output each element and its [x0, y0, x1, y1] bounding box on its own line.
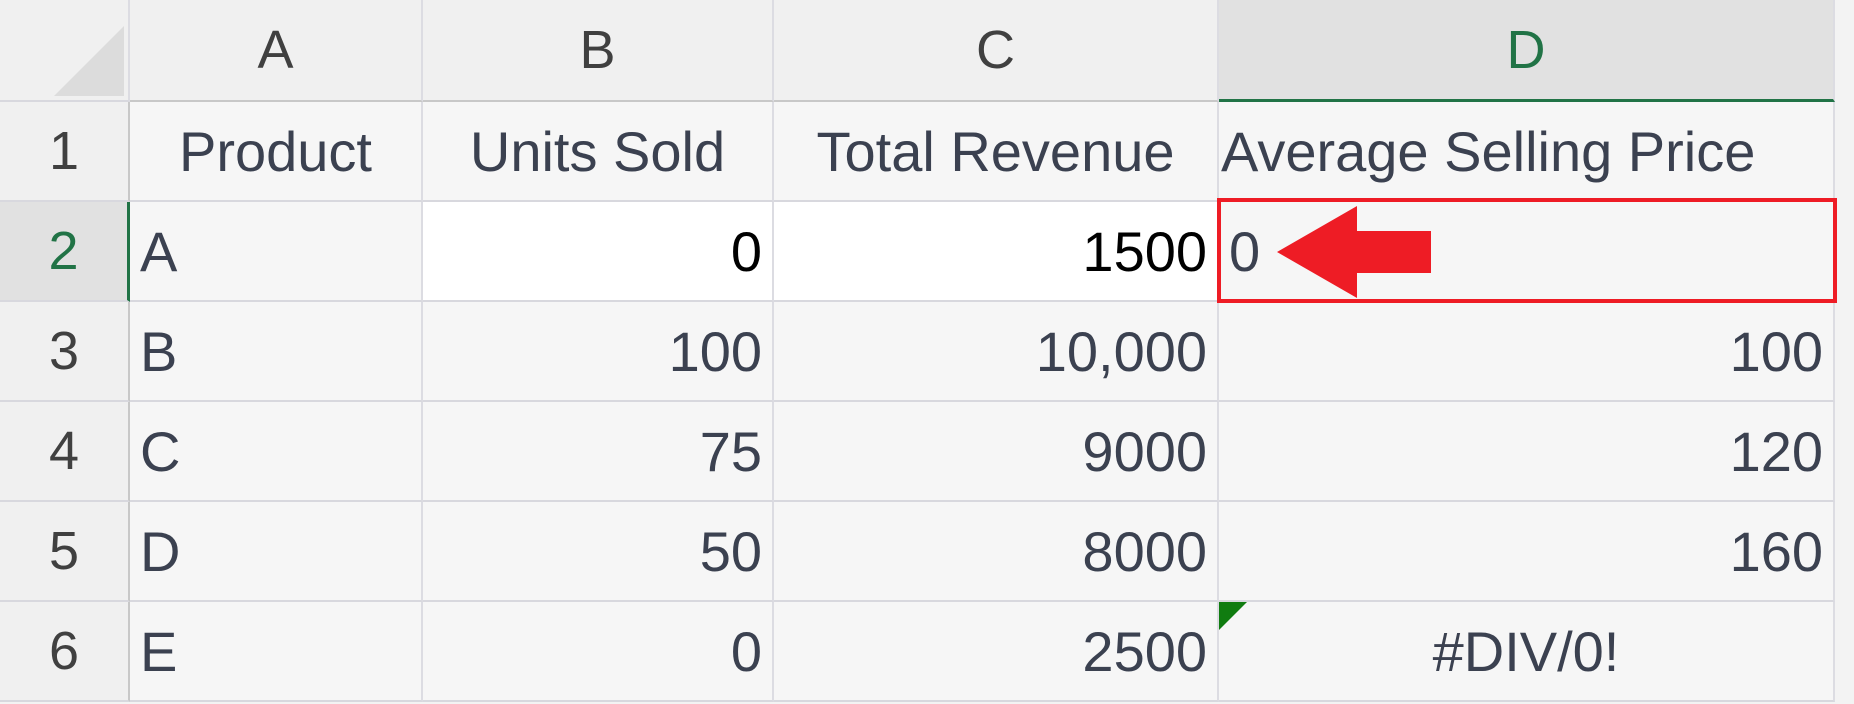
cell-b6[interactable]: 0: [423, 602, 774, 702]
cell-b4[interactable]: 75: [423, 402, 774, 502]
row-header-6[interactable]: 6: [0, 602, 130, 702]
cell-b2[interactable]: 0: [423, 202, 774, 302]
cell-a1[interactable]: Product: [130, 102, 423, 202]
select-all-triangle-icon: [54, 26, 124, 96]
column-header-a[interactable]: A: [130, 0, 423, 102]
cell-a4[interactable]: C: [130, 402, 423, 502]
cell-d1[interactable]: Average Selling Price: [1219, 102, 1835, 202]
cell-c4[interactable]: 9000: [774, 402, 1219, 502]
column-header-d[interactable]: D: [1219, 0, 1835, 102]
row-header-5[interactable]: 5: [0, 502, 130, 602]
cell-a6[interactable]: E: [130, 602, 423, 702]
row-header-2[interactable]: 2: [0, 202, 130, 302]
cell-d6-value: #DIV/0!: [1432, 619, 1620, 683]
cell-c6[interactable]: 2500: [774, 602, 1219, 702]
cell-a3[interactable]: B: [130, 302, 423, 402]
row-header-1[interactable]: 1: [0, 102, 130, 202]
cell-d3[interactable]: 100: [1219, 302, 1835, 402]
column-header-b[interactable]: B: [423, 0, 774, 102]
column-header-c[interactable]: C: [774, 0, 1219, 102]
cell-c1[interactable]: Total Revenue: [774, 102, 1219, 202]
cell-d5[interactable]: 160: [1219, 502, 1835, 602]
error-indicator-icon[interactable]: [1219, 602, 1247, 630]
cell-a2[interactable]: A: [130, 202, 423, 302]
cell-d6[interactable]: #DIV/0!: [1219, 602, 1835, 702]
cell-c2[interactable]: 1500: [774, 202, 1219, 302]
row-header-4[interactable]: 4: [0, 402, 130, 502]
cell-b3[interactable]: 100: [423, 302, 774, 402]
cell-b5[interactable]: 50: [423, 502, 774, 602]
row-header-3[interactable]: 3: [0, 302, 130, 402]
cell-a5[interactable]: D: [130, 502, 423, 602]
cell-c3[interactable]: 10,000: [774, 302, 1219, 402]
red-arrow-left-icon: [1277, 206, 1431, 298]
cell-d4[interactable]: 120: [1219, 402, 1835, 502]
cell-b1[interactable]: Units Sold: [423, 102, 774, 202]
cell-c5[interactable]: 8000: [774, 502, 1219, 602]
select-all-button[interactable]: [0, 0, 130, 102]
highlight-box: [1217, 198, 1837, 303]
